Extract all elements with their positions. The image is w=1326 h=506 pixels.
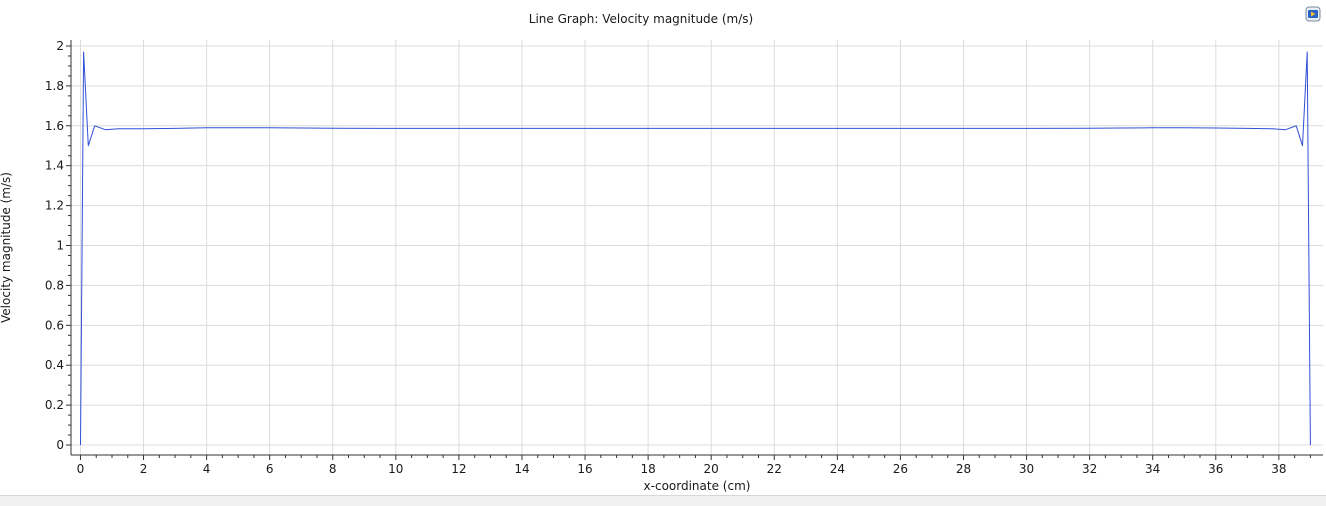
y-tick-label: 0.4 [45, 358, 64, 372]
x-tick-label: 6 [266, 462, 274, 476]
series-line-0 [80, 51, 1311, 446]
x-tick-label: 0 [77, 462, 85, 476]
y-tick-label: 1.2 [45, 199, 64, 213]
x-tick-label: 24 [830, 462, 845, 476]
x-tick-label: 36 [1208, 462, 1223, 476]
x-tick-label: 28 [956, 462, 971, 476]
y-axis: 0 0.2 0.4 0.6 0.8 1 1.2 1.4 1.6 1.8 2 [45, 39, 71, 452]
y-tick-label: 1.8 [45, 79, 64, 93]
y-tick-label: 1.6 [45, 119, 64, 133]
x-axis: 0 2 4 6 8 10 12 14 16 18 20 22 24 26 28 30 32 34 36 38 [77, 455, 1311, 476]
x-tick-label: 20 [704, 462, 719, 476]
x-tick-label: 10 [388, 462, 403, 476]
status-strip [0, 495, 1326, 506]
y-tick-label: 0 [56, 438, 64, 452]
x-tick-label: 26 [893, 462, 908, 476]
chart-title: Line Graph: Velocity magnitude (m/s) [528, 12, 754, 26]
x-tick-label: 16 [577, 462, 592, 476]
grid [71, 40, 1323, 455]
x-tick-label: 8 [329, 462, 337, 476]
x-tick-label: 30 [1019, 462, 1034, 476]
x-tick-label: 32 [1082, 462, 1097, 476]
y-tick-label: 1.4 [45, 159, 64, 173]
y-tick-label: 0.2 [45, 398, 64, 412]
x-tick-label: 4 [203, 462, 211, 476]
x-tick-label: 12 [451, 462, 466, 476]
y-tick-label: 1 [56, 239, 64, 253]
y-tick-label: 0.6 [45, 318, 64, 332]
x-axis-title: x-coordinate (cm) [644, 479, 751, 493]
x-tick-label: 2 [140, 462, 148, 476]
x-tick-label: 14 [514, 462, 529, 476]
x-tick-label: 38 [1271, 462, 1286, 476]
play-icon[interactable] [1305, 6, 1321, 22]
x-tick-label: 18 [640, 462, 655, 476]
plot-frame [70, 40, 1323, 456]
y-tick-label: 2 [56, 39, 64, 53]
y-tick-label: 0.8 [45, 278, 64, 292]
x-tick-label: 34 [1145, 462, 1160, 476]
x-tick-label: 22 [767, 462, 782, 476]
series-layer [80, 51, 1311, 446]
y-axis-title: Velocity magnitude (m/s) [0, 172, 13, 323]
